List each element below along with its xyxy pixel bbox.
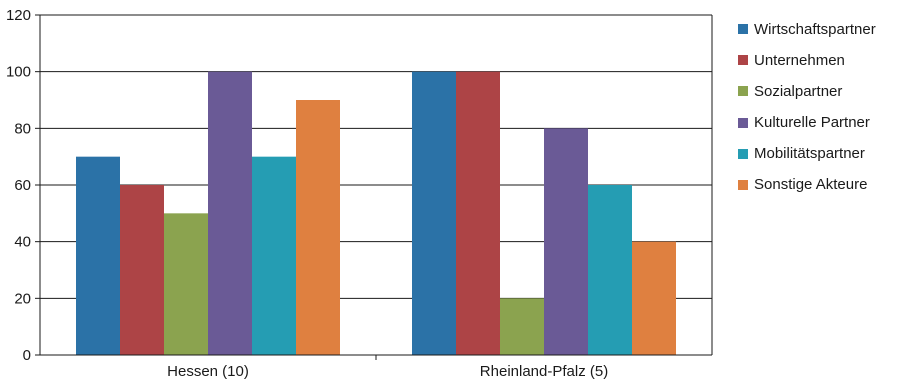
bar — [120, 185, 164, 355]
legend: Wirtschaftspartner Unternehmen Sozialpartn… — [738, 16, 876, 203]
legend-label: Kulturelle Partner — [754, 114, 870, 132]
legend-label: Mobilitätspartner — [754, 145, 865, 163]
y-tick-label: 80 — [14, 120, 31, 137]
legend-swatch — [738, 179, 748, 190]
bar — [412, 71, 456, 356]
bar — [456, 71, 500, 356]
bar — [500, 298, 544, 355]
bar — [544, 128, 588, 355]
legend-swatch — [738, 24, 748, 34]
bar — [252, 156, 296, 355]
y-tick-label: 40 — [14, 234, 31, 251]
y-tick-label: 120 — [6, 7, 31, 24]
legend-item: Mobilitätspartner — [738, 141, 876, 167]
legend-label: Sozialpartner — [754, 82, 843, 100]
bar — [76, 156, 120, 355]
legend-item: Sonstige Akteure — [738, 172, 876, 198]
y-tick-label: 60 — [14, 177, 31, 194]
legend-item: Unternehmen — [738, 47, 876, 73]
y-tick-label: 100 — [6, 64, 31, 81]
y-axis-ticks: 0 20 40 60 80 100 120 — [6, 7, 40, 364]
bar — [588, 185, 632, 355]
legend-item: Sozialpartner — [738, 78, 876, 104]
y-tick-label: 20 — [14, 290, 31, 307]
legend-item: Kulturelle Partner — [738, 110, 876, 136]
bar — [208, 71, 252, 356]
legend-item: Wirtschaftspartner — [738, 16, 876, 42]
legend-label: Wirtschaftspartner — [754, 20, 876, 38]
legend-swatch — [738, 55, 748, 66]
legend-swatch — [738, 148, 748, 159]
legend-label: Sonstige Akteure — [754, 176, 868, 194]
bar — [296, 100, 340, 355]
x-tick-label: Rheinland-Pfalz (5) — [480, 363, 608, 380]
legend-swatch — [738, 86, 748, 97]
legend-label: Unternehmen — [754, 51, 845, 69]
bar — [632, 241, 676, 355]
x-axis-ticks: Hessen (10) Rheinland-Pfalz (5) — [167, 355, 608, 380]
bar — [164, 213, 208, 355]
y-tick-label: 0 — [23, 347, 31, 364]
x-tick-label: Hessen (10) — [167, 363, 249, 380]
legend-swatch — [738, 117, 748, 128]
bars — [76, 71, 676, 356]
